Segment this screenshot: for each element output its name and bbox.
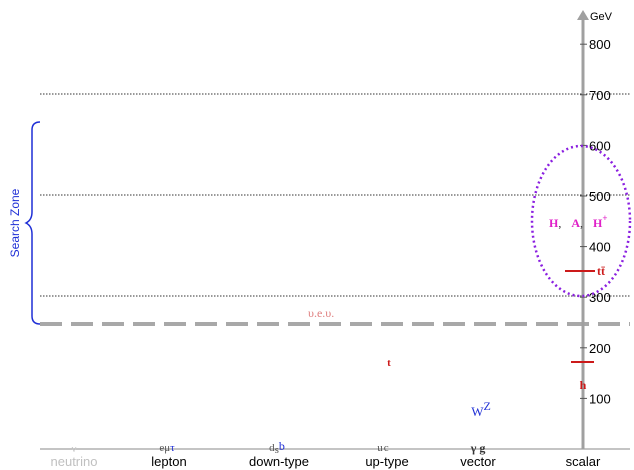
w-boson-symbol: W [471, 404, 484, 419]
ttbar-label: tt̄ [597, 264, 605, 278]
category-label-scalar: scalar [566, 454, 601, 469]
search-zone-brace [24, 121, 41, 325]
search-zone-label: Search Zone [8, 188, 22, 257]
heavy-higgs-H: H [549, 216, 559, 230]
lepton-symbols: eμτ [159, 442, 175, 454]
down-quark-symbol: d [269, 442, 275, 454]
axis-tick-label: 700 [589, 88, 611, 103]
new-scalars-labels: H, A, H+ [549, 213, 608, 230]
charm-quark-symbol: c [384, 442, 389, 454]
z-boson-symbol: Z [483, 399, 490, 413]
category-label-neutrino: neutrino [51, 454, 98, 469]
category-labels: neutrino lepton down-type up-type vector scal… [51, 454, 601, 469]
gluon-symbol: g [479, 441, 485, 455]
category-label-vector: vector [460, 454, 496, 469]
higgs-symbol: h [580, 378, 587, 392]
axis-tick-label: 600 [589, 138, 611, 153]
up-quark-symbol: u [377, 442, 383, 454]
axis-tick-label: 200 [589, 341, 611, 356]
separator-2: , [580, 216, 583, 230]
neutrino-symbol: ν [72, 443, 77, 455]
bottom-quark-symbol: b [279, 439, 285, 453]
charged-higgs-H: H [593, 216, 603, 230]
axis-tick-label: 800 [589, 37, 611, 52]
axis-tick-label: 400 [589, 240, 611, 255]
axis-unit: GeV [590, 11, 613, 23]
down-type-symbols: dsb [269, 439, 285, 456]
tau-symbol: τ [170, 442, 175, 454]
category-label-up-type: up-type [365, 454, 408, 469]
vector-heavy-symbols: WZ [471, 399, 491, 419]
up-type-symbols: uc [377, 442, 389, 454]
axis-tick-label: 100 [589, 391, 611, 406]
photon-symbol: γ [470, 441, 477, 455]
pseudoscalar-A: A [571, 216, 580, 230]
axis-arrowhead [577, 10, 589, 20]
electron-symbol: e [159, 442, 164, 454]
axis-tick-label: 500 [589, 189, 611, 204]
top-quark-symbol: t [387, 357, 391, 369]
category-label-down-type: down-type [249, 454, 309, 469]
charged-higgs-plus: + [602, 213, 607, 223]
axis-ticks: 100 200 300 400 500 600 700 800 [580, 37, 611, 406]
muon-symbol: μ [164, 442, 170, 454]
separator-1: , [558, 216, 561, 230]
category-label-lepton: lepton [151, 454, 186, 469]
axis-tick-label: 300 [589, 290, 611, 305]
new-scalars-ellipse [530, 144, 632, 298]
strange-quark-symbol: s [275, 444, 279, 456]
vev-label: υ.e.υ. [308, 306, 334, 320]
